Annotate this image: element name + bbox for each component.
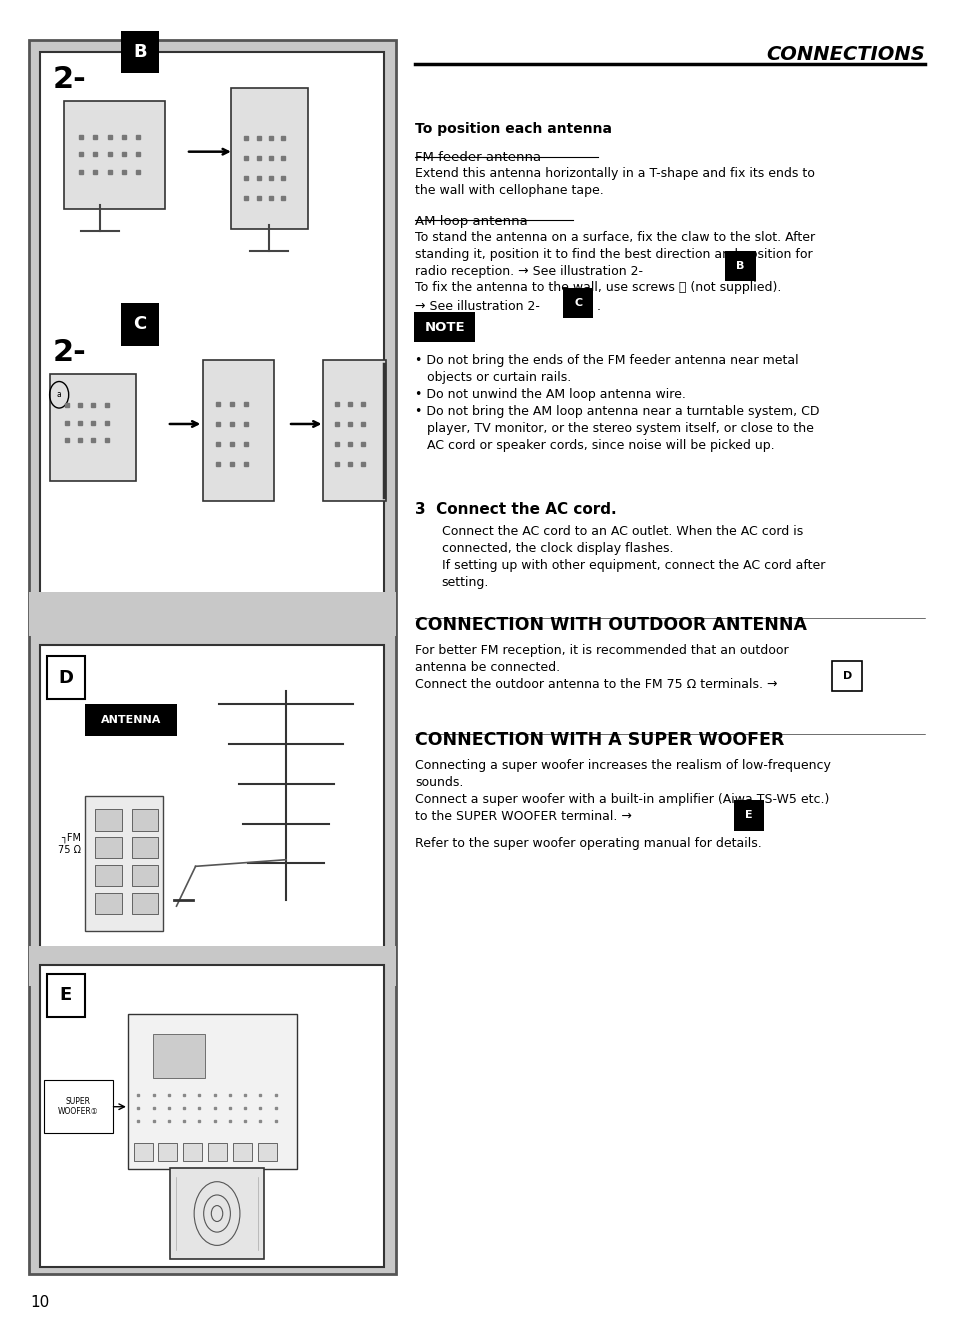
- Text: 10: 10: [30, 1295, 50, 1310]
- FancyBboxPatch shape: [44, 1080, 112, 1133]
- FancyBboxPatch shape: [203, 361, 274, 502]
- FancyBboxPatch shape: [64, 101, 165, 208]
- FancyBboxPatch shape: [40, 965, 384, 1267]
- FancyBboxPatch shape: [121, 31, 159, 73]
- Text: For better FM reception, it is recommended that an outdoor
antenna be connected.: For better FM reception, it is recommend…: [415, 644, 788, 690]
- Text: To position each antenna: To position each antenna: [415, 122, 611, 137]
- Text: C: C: [574, 299, 581, 308]
- Text: D: D: [58, 669, 73, 686]
- FancyBboxPatch shape: [414, 312, 475, 342]
- Text: D: D: [841, 671, 851, 681]
- FancyBboxPatch shape: [562, 288, 593, 318]
- FancyBboxPatch shape: [95, 893, 122, 914]
- Text: To fix the antenna to the wall, use screws ⓐ (not supplied).: To fix the antenna to the wall, use scre…: [415, 281, 781, 295]
- FancyBboxPatch shape: [40, 52, 384, 601]
- Text: E: E: [744, 811, 752, 820]
- FancyBboxPatch shape: [231, 88, 308, 228]
- FancyBboxPatch shape: [152, 1034, 205, 1078]
- FancyBboxPatch shape: [158, 1143, 177, 1161]
- FancyBboxPatch shape: [47, 974, 85, 1016]
- Text: Connecting a super woofer increases the realism of low-frequency
sounds.
Connect: Connecting a super woofer increases the …: [415, 759, 830, 823]
- FancyBboxPatch shape: [132, 865, 158, 886]
- FancyBboxPatch shape: [724, 251, 755, 281]
- FancyBboxPatch shape: [132, 809, 158, 831]
- FancyBboxPatch shape: [95, 837, 122, 859]
- FancyBboxPatch shape: [85, 705, 177, 736]
- Text: Refer to the super woofer operating manual for details.: Refer to the super woofer operating manu…: [415, 837, 760, 851]
- FancyBboxPatch shape: [95, 865, 122, 886]
- Text: Extend this antenna horizontally in a T-shape and fix its ends to
the wall with : Extend this antenna horizontally in a T-…: [415, 167, 814, 198]
- Text: → See illustration 2-: → See illustration 2-: [415, 300, 539, 313]
- FancyBboxPatch shape: [831, 661, 862, 691]
- Text: 2-: 2-: [52, 65, 86, 94]
- Text: AM loop antenna: AM loop antenna: [415, 215, 527, 228]
- Text: Connect the AC cord to an AC outlet. When the AC cord is
connected, the clock di: Connect the AC cord to an AC outlet. Whe…: [441, 525, 824, 589]
- FancyBboxPatch shape: [183, 1143, 202, 1161]
- FancyBboxPatch shape: [132, 893, 158, 914]
- FancyBboxPatch shape: [208, 1143, 227, 1161]
- FancyBboxPatch shape: [233, 1143, 252, 1161]
- FancyBboxPatch shape: [50, 374, 136, 482]
- FancyBboxPatch shape: [170, 1168, 264, 1259]
- Text: CONNECTION WITH A SUPER WOOFER: CONNECTION WITH A SUPER WOOFER: [415, 731, 783, 750]
- Text: ┐FM
75 Ω: ┐FM 75 Ω: [58, 833, 81, 855]
- Text: CONNECTION WITH OUTDOOR ANTENNA: CONNECTION WITH OUTDOOR ANTENNA: [415, 616, 806, 634]
- Text: • Do not bring the ends of the FM feeder antenna near metal
   objects or curtai: • Do not bring the ends of the FM feeder…: [415, 354, 819, 453]
- FancyBboxPatch shape: [47, 657, 85, 699]
- Text: NOTE: NOTE: [424, 321, 464, 333]
- Text: 3  Connect the AC cord.: 3 Connect the AC cord.: [415, 502, 616, 516]
- Text: B: B: [736, 261, 743, 271]
- FancyBboxPatch shape: [29, 592, 395, 636]
- FancyBboxPatch shape: [128, 1014, 296, 1169]
- Text: ANTENNA: ANTENNA: [101, 715, 161, 725]
- FancyBboxPatch shape: [29, 40, 395, 1274]
- Text: B: B: [133, 44, 147, 61]
- Text: E: E: [60, 986, 71, 1005]
- FancyBboxPatch shape: [323, 361, 386, 502]
- FancyBboxPatch shape: [733, 800, 763, 831]
- Text: 2-: 2-: [52, 338, 86, 366]
- Text: CONNECTIONS: CONNECTIONS: [766, 45, 924, 64]
- FancyBboxPatch shape: [133, 1143, 152, 1161]
- Text: FM feeder antenna: FM feeder antenna: [415, 151, 540, 165]
- FancyBboxPatch shape: [121, 304, 159, 346]
- FancyBboxPatch shape: [40, 645, 384, 959]
- Text: C: C: [133, 316, 147, 333]
- FancyBboxPatch shape: [257, 1143, 276, 1161]
- FancyBboxPatch shape: [29, 946, 395, 986]
- Text: a: a: [57, 390, 61, 399]
- FancyBboxPatch shape: [85, 796, 163, 932]
- Text: SUPER
WOOFER①: SUPER WOOFER①: [58, 1097, 98, 1116]
- FancyBboxPatch shape: [95, 809, 122, 831]
- Text: .: .: [596, 300, 599, 313]
- Text: To stand the antenna on a surface, fix the claw to the slot. After
standing it, : To stand the antenna on a surface, fix t…: [415, 231, 814, 277]
- FancyBboxPatch shape: [132, 837, 158, 859]
